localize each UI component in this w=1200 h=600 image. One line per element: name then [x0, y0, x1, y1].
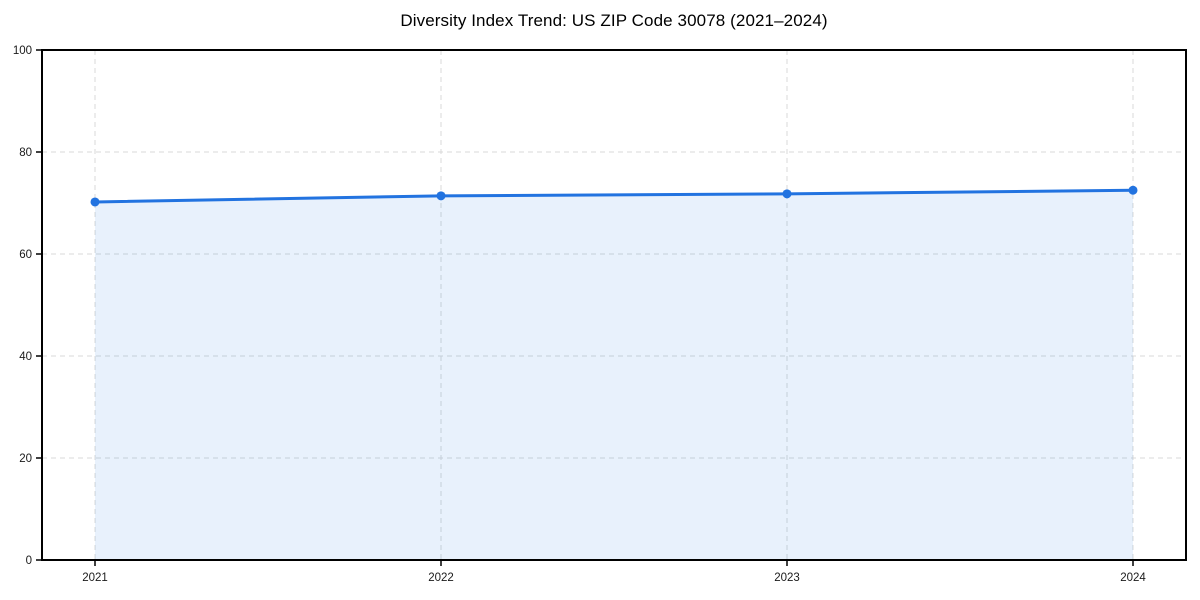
x-tick-label: 2023	[774, 572, 800, 584]
series-line	[93, 188, 1135, 204]
y-tick-label: 20	[19, 453, 32, 465]
data-point-2023	[782, 189, 792, 199]
data-point-2021	[90, 197, 100, 207]
y-tick-label: 60	[19, 249, 32, 261]
x-tick-label: 2021	[82, 572, 108, 584]
chart-title: Diversity Index Trend: US ZIP Code 30078…	[400, 11, 828, 30]
plot-border	[41, 49, 1187, 561]
y-tick-label: 80	[19, 147, 32, 159]
x-tick-label: 2024	[1120, 572, 1146, 584]
y-tick-label: 40	[19, 351, 32, 363]
data-point-2022	[436, 191, 446, 201]
y-tick-label: 0	[26, 555, 32, 567]
series-area-fill	[95, 190, 1133, 560]
y-tick-label: 100	[13, 45, 32, 57]
x-tick-label: 2022	[428, 572, 454, 584]
data-point-2024	[1128, 185, 1138, 195]
